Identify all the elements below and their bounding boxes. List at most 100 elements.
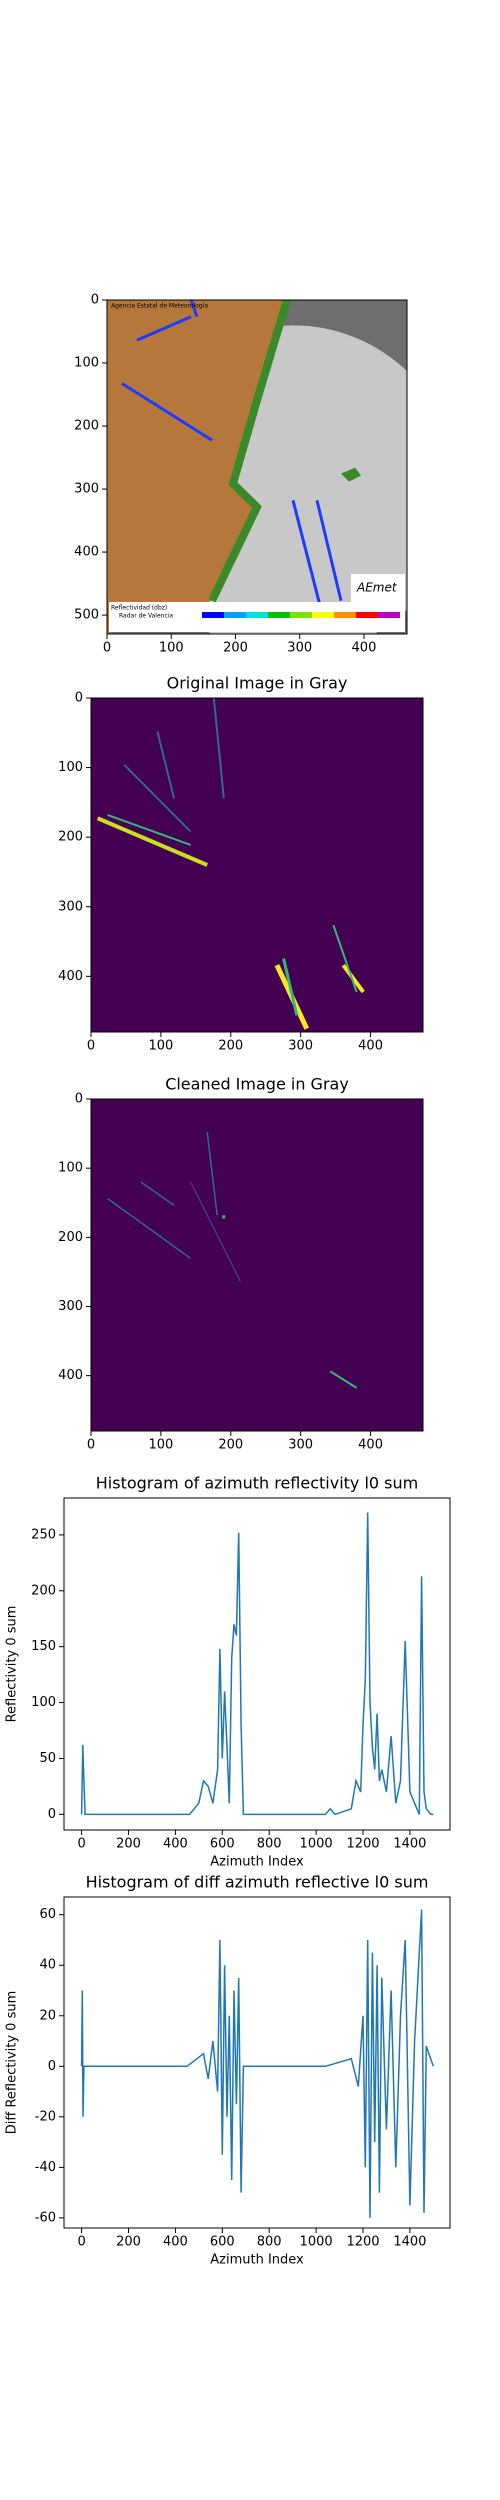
land [107, 300, 287, 634]
y-tick-label: 400 [58, 1368, 83, 1383]
y-tick-label: 0 [48, 1807, 56, 1822]
y-tick-label: 200 [31, 1583, 56, 1598]
y-tick-label: -20 [35, 2109, 56, 2124]
island [341, 467, 361, 482]
axes-frame [90, 697, 424, 1033]
y-tick-label: 500 [74, 608, 99, 623]
y-axis-label: Diff Reflectivity 0 sum [5, 1991, 20, 2135]
streak [212, 698, 225, 799]
axes: 0 200 400 600 800 1000 1200 1400 0 50 100 150 200 250… [5, 1474, 451, 1870]
color-key [290, 612, 312, 618]
streak [140, 1181, 175, 1206]
color-key [334, 612, 356, 618]
annotation: Agencia Estatal de Meteorología [111, 303, 208, 310]
axes: 0 100 200 300 400 0 100 200 300 400 Original Image… [58, 674, 424, 1054]
axes-frame [90, 1098, 424, 1432]
x-tick-label: 300 [288, 1039, 313, 1054]
y-tick-label: 0 [91, 293, 99, 308]
streak [329, 1370, 358, 1389]
axes-frame [63, 1497, 451, 1831]
x-tick-label: 1200 [346, 1837, 379, 1852]
axes-frame [106, 299, 408, 635]
streak [107, 813, 191, 846]
x-tick-label: 100 [148, 1039, 173, 1054]
y-tick-label: 200 [58, 830, 83, 845]
image [91, 698, 423, 1032]
chart-title: Original Image in Gray [167, 674, 348, 693]
chart-title: Cleaned Image in Gray [165, 1075, 349, 1094]
x-tick-label: 200 [223, 641, 248, 656]
streak [190, 1181, 241, 1282]
x-tick-label: 400 [163, 2235, 188, 2250]
image: Agencia Estatal de Meteorología Reflectiv… [107, 300, 407, 634]
y-tick-label: 0 [48, 2059, 56, 2074]
echo [136, 315, 192, 342]
y-tick-label: 100 [58, 760, 83, 775]
streak [341, 964, 365, 994]
y-tick-label: 400 [74, 545, 99, 560]
y-tick-label: 40 [39, 1958, 56, 1973]
x-tick-label: 400 [358, 1039, 383, 1054]
line [80, 1512, 434, 1816]
axes-frame [63, 1896, 451, 2229]
x-tick-label: 0 [77, 1837, 85, 1852]
streak [156, 731, 175, 799]
color-key [312, 612, 334, 618]
x-tick-label: 300 [287, 641, 312, 656]
y-tick-label: 100 [58, 1161, 83, 1176]
y-tick-label: 60 [39, 1907, 56, 1922]
x-tick-label: 0 [87, 1039, 95, 1054]
image-bg [91, 1099, 423, 1431]
color-key [356, 612, 378, 618]
axes: 0 200 400 600 800 1000 1200 1400 -60 -40 -20 0 20 40 6… [5, 1873, 451, 2268]
x-tick-label: 800 [257, 1837, 282, 1852]
x-tick-label: 0 [103, 641, 111, 656]
x-tick-label: 1000 [300, 2235, 333, 2250]
x-tick-label: 200 [218, 1438, 243, 1453]
x-tick-label: 600 [210, 2235, 235, 2250]
x-tick-label: 0 [77, 2235, 85, 2250]
annotation: Reflectividad (dbz) [111, 605, 167, 612]
coast [208, 300, 291, 603]
x-tick-label: 200 [116, 1837, 141, 1852]
x-tick-label: 1000 [300, 1837, 333, 1852]
x-axis-label: Azimuth Index [210, 1855, 304, 1870]
y-tick-label: 50 [39, 1751, 56, 1766]
streak [107, 1197, 192, 1259]
color-key [268, 612, 290, 618]
x-tick-label: 800 [257, 2235, 282, 2250]
color-key [202, 612, 224, 618]
image [91, 1099, 423, 1431]
axes: Agencia Estatal de Meteorología Reflectiv… [74, 293, 408, 656]
echo [315, 500, 343, 601]
x-tick-label: 200 [218, 1039, 243, 1054]
y-tick-label: 150 [31, 1639, 56, 1654]
annotation: AEmet [356, 581, 398, 595]
x-tick-label: 100 [159, 641, 184, 656]
logo-box [351, 574, 405, 602]
y-tick-label: 100 [74, 356, 99, 371]
chart-title: Histogram of diff azimuth reflective l0 … [86, 1873, 429, 1892]
streak [282, 958, 299, 1016]
streak [123, 764, 192, 833]
color-key [224, 612, 246, 618]
x-tick-label: 1400 [393, 2235, 426, 2250]
x-tick-label: 400 [163, 1837, 188, 1852]
y-tick-label: 400 [58, 969, 83, 984]
color-key [246, 612, 268, 618]
y-tick-label: 100 [31, 1695, 56, 1710]
y-axis-label: Reflectivity 0 sum [5, 1606, 20, 1723]
x-tick-label: 600 [210, 1837, 235, 1852]
image-bg [91, 698, 423, 1032]
x-tick-label: 1200 [346, 2235, 379, 2250]
y-tick-label: 0 [75, 691, 83, 706]
x-tick-label: 400 [358, 1438, 383, 1453]
streak [206, 1132, 218, 1216]
streak [332, 924, 358, 993]
y-tick-label: 200 [74, 419, 99, 434]
x-tick-label: 0 [87, 1438, 95, 1453]
y-tick-label: 250 [31, 1527, 56, 1542]
line [80, 1909, 435, 2218]
x-tick-label: 300 [288, 1438, 313, 1453]
